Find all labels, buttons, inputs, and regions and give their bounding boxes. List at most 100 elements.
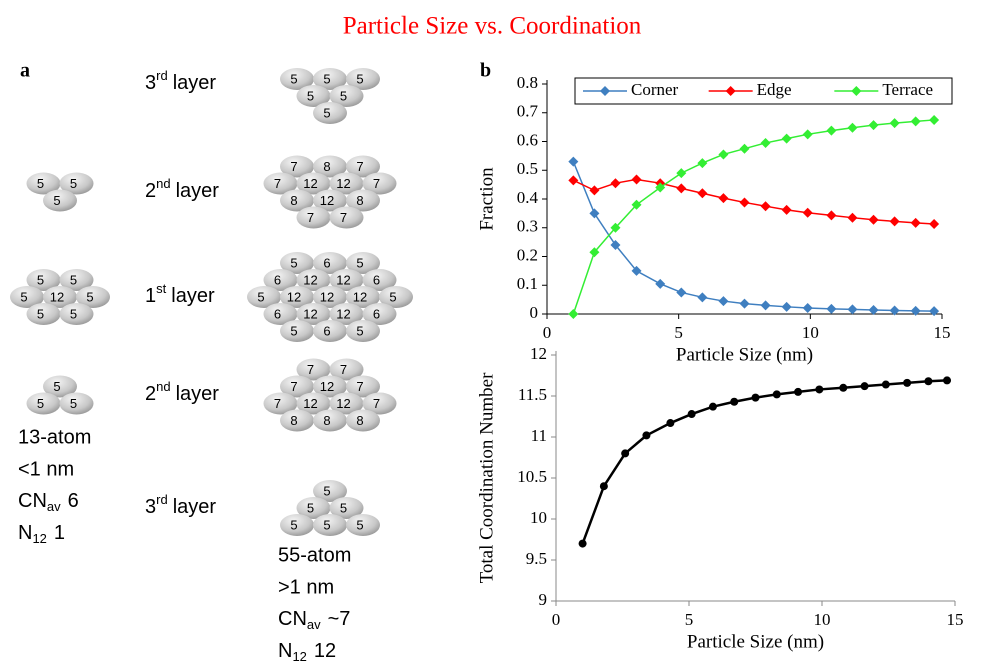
atom-label: 5 [53, 193, 60, 208]
layer-word: layer [176, 180, 220, 202]
marker [740, 144, 750, 154]
layer-word: layer [173, 496, 217, 518]
atom-label: 5 [70, 176, 77, 191]
x-tick-label: 5 [685, 610, 694, 629]
atom-label: 12 [320, 289, 334, 304]
subscript: av [307, 617, 321, 632]
atom-label: 6 [323, 255, 330, 270]
marker [847, 304, 857, 314]
atom-label: 7 [340, 362, 347, 377]
atom-label: 12 [50, 289, 64, 304]
x-tick-label: 15 [934, 323, 951, 342]
atom-label: 8 [323, 159, 330, 174]
marker [847, 123, 857, 133]
marker [655, 279, 665, 289]
layer-word: layer [171, 285, 215, 307]
atom-label: 12 [303, 306, 317, 321]
caption-value: 6 [68, 490, 79, 512]
figure: Particle Size vs. Coordination a b 3rdla… [0, 0, 984, 663]
atom-label: 5 [70, 272, 77, 287]
marker [943, 376, 951, 384]
caption: CNav6 [18, 490, 79, 514]
atom-label: 7 [307, 210, 314, 225]
atom-label: 7 [307, 362, 314, 377]
atom-label: 6 [274, 272, 281, 287]
marker [697, 188, 707, 198]
marker [761, 300, 771, 310]
marker [697, 158, 707, 168]
caption: <1 nm [18, 458, 74, 480]
panel-label: b [480, 60, 491, 82]
y-tick-label: 11 [531, 426, 547, 445]
x-tick-label: 10 [814, 610, 831, 629]
marker [568, 175, 578, 185]
caption: N1212 [278, 640, 336, 663]
marker [911, 116, 921, 126]
marker [589, 185, 599, 195]
ordinal: 1 [145, 285, 156, 307]
y-tick-label: 10.5 [517, 467, 547, 486]
subscript: 12 [292, 649, 306, 663]
x-tick-label: 15 [947, 610, 964, 629]
atom-label: 7 [290, 159, 297, 174]
layer-label: 3rdlayer [145, 492, 216, 518]
atom-label: 7 [373, 396, 380, 411]
y-tick-label: 0.8 [517, 73, 538, 92]
atom-label: 7 [274, 396, 281, 411]
marker [782, 205, 792, 215]
atom-label: 6 [373, 272, 380, 287]
atom-label: 5 [356, 323, 363, 338]
series-line [573, 120, 934, 314]
atom-label: 12 [320, 193, 334, 208]
atom-label: 5 [290, 255, 297, 270]
marker [861, 382, 869, 390]
atom-label: 5 [53, 379, 60, 394]
atom-label: 12 [287, 289, 301, 304]
atom-label: 5 [37, 306, 44, 321]
atom-label: 5 [70, 306, 77, 321]
marker [803, 129, 813, 139]
atom-label: 12 [336, 272, 350, 287]
ordinal: 3 [145, 72, 156, 94]
marker [600, 482, 608, 490]
marker [869, 120, 879, 130]
atom-label: 5 [340, 88, 347, 103]
marker [676, 287, 686, 297]
atom-label: 5 [37, 176, 44, 191]
marker [924, 377, 932, 385]
figure-title: Particle Size vs. Coordination [343, 13, 642, 40]
marker [815, 385, 823, 393]
marker [929, 306, 939, 316]
atom-label: 8 [290, 413, 297, 428]
atom-label: 5 [323, 71, 330, 86]
legend-label: Terrace [882, 80, 933, 99]
marker [579, 540, 587, 548]
atom-label: 5 [389, 289, 396, 304]
caption-value: 1 [54, 522, 65, 544]
y-axis-label: Fraction [476, 167, 497, 231]
caption: CNav~7 [278, 608, 350, 632]
y-tick-label: 0.5 [517, 159, 538, 178]
legend-label: Edge [757, 80, 792, 99]
layer-label: 2ndlayer [145, 176, 219, 202]
x-axis-label: Particle Size (nm) [687, 631, 824, 652]
symbol: CN [18, 490, 47, 512]
atom-label: 5 [86, 289, 93, 304]
atom-label: 6 [274, 306, 281, 321]
x-tick-label: 0 [552, 610, 561, 629]
caption: 13-atom [18, 426, 91, 448]
atom-label: 12 [303, 272, 317, 287]
marker [869, 305, 879, 315]
layer-word: layer [173, 72, 217, 94]
x-tick-label: 10 [802, 323, 819, 342]
atom-label: 5 [20, 289, 27, 304]
atom-label: 7 [356, 379, 363, 394]
y-tick-label: 9.5 [526, 549, 547, 568]
y-tick-label: 0.6 [517, 130, 538, 149]
marker [632, 174, 642, 184]
marker [826, 126, 836, 136]
caption-value: 12 [314, 640, 336, 662]
atom-label: 5 [257, 289, 264, 304]
y-tick-label: 11.5 [518, 385, 547, 404]
